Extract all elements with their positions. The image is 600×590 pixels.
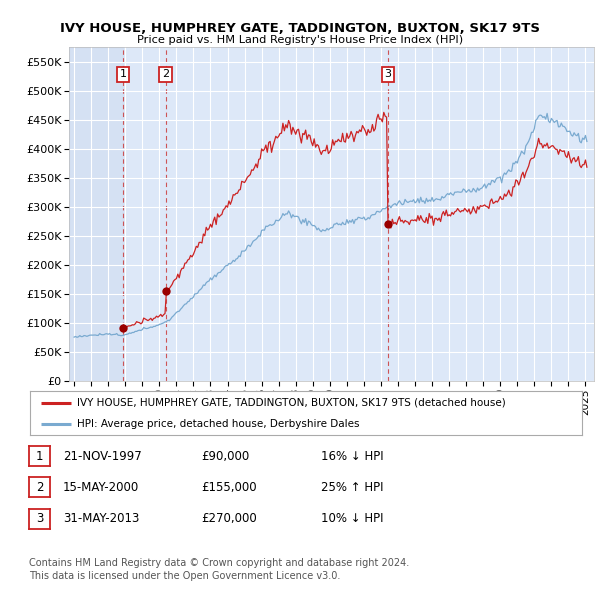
Text: 21-NOV-1997: 21-NOV-1997	[63, 450, 142, 463]
Text: This data is licensed under the Open Government Licence v3.0.: This data is licensed under the Open Gov…	[29, 571, 340, 581]
Text: 2: 2	[162, 70, 169, 80]
Text: Contains HM Land Registry data © Crown copyright and database right 2024.: Contains HM Land Registry data © Crown c…	[29, 558, 409, 568]
Text: 2: 2	[36, 481, 43, 494]
Text: 15-MAY-2000: 15-MAY-2000	[63, 481, 139, 494]
Text: £90,000: £90,000	[201, 450, 249, 463]
Text: IVY HOUSE, HUMPHREY GATE, TADDINGTON, BUXTON, SK17 9TS (detached house): IVY HOUSE, HUMPHREY GATE, TADDINGTON, BU…	[77, 398, 506, 408]
Text: IVY HOUSE, HUMPHREY GATE, TADDINGTON, BUXTON, SK17 9TS: IVY HOUSE, HUMPHREY GATE, TADDINGTON, BU…	[60, 22, 540, 35]
Text: HPI: Average price, detached house, Derbyshire Dales: HPI: Average price, detached house, Derb…	[77, 419, 359, 429]
Text: 16% ↓ HPI: 16% ↓ HPI	[321, 450, 383, 463]
Text: 10% ↓ HPI: 10% ↓ HPI	[321, 512, 383, 525]
Text: 1: 1	[120, 70, 127, 80]
Text: 25% ↑ HPI: 25% ↑ HPI	[321, 481, 383, 494]
Text: 3: 3	[36, 512, 43, 525]
Text: 3: 3	[385, 70, 391, 80]
Text: £270,000: £270,000	[201, 512, 257, 525]
Text: 1: 1	[36, 450, 43, 463]
Text: £155,000: £155,000	[201, 481, 257, 494]
Text: Price paid vs. HM Land Registry's House Price Index (HPI): Price paid vs. HM Land Registry's House …	[137, 35, 463, 45]
Text: 31-MAY-2013: 31-MAY-2013	[63, 512, 139, 525]
Bar	[69, 47, 123, 381]
